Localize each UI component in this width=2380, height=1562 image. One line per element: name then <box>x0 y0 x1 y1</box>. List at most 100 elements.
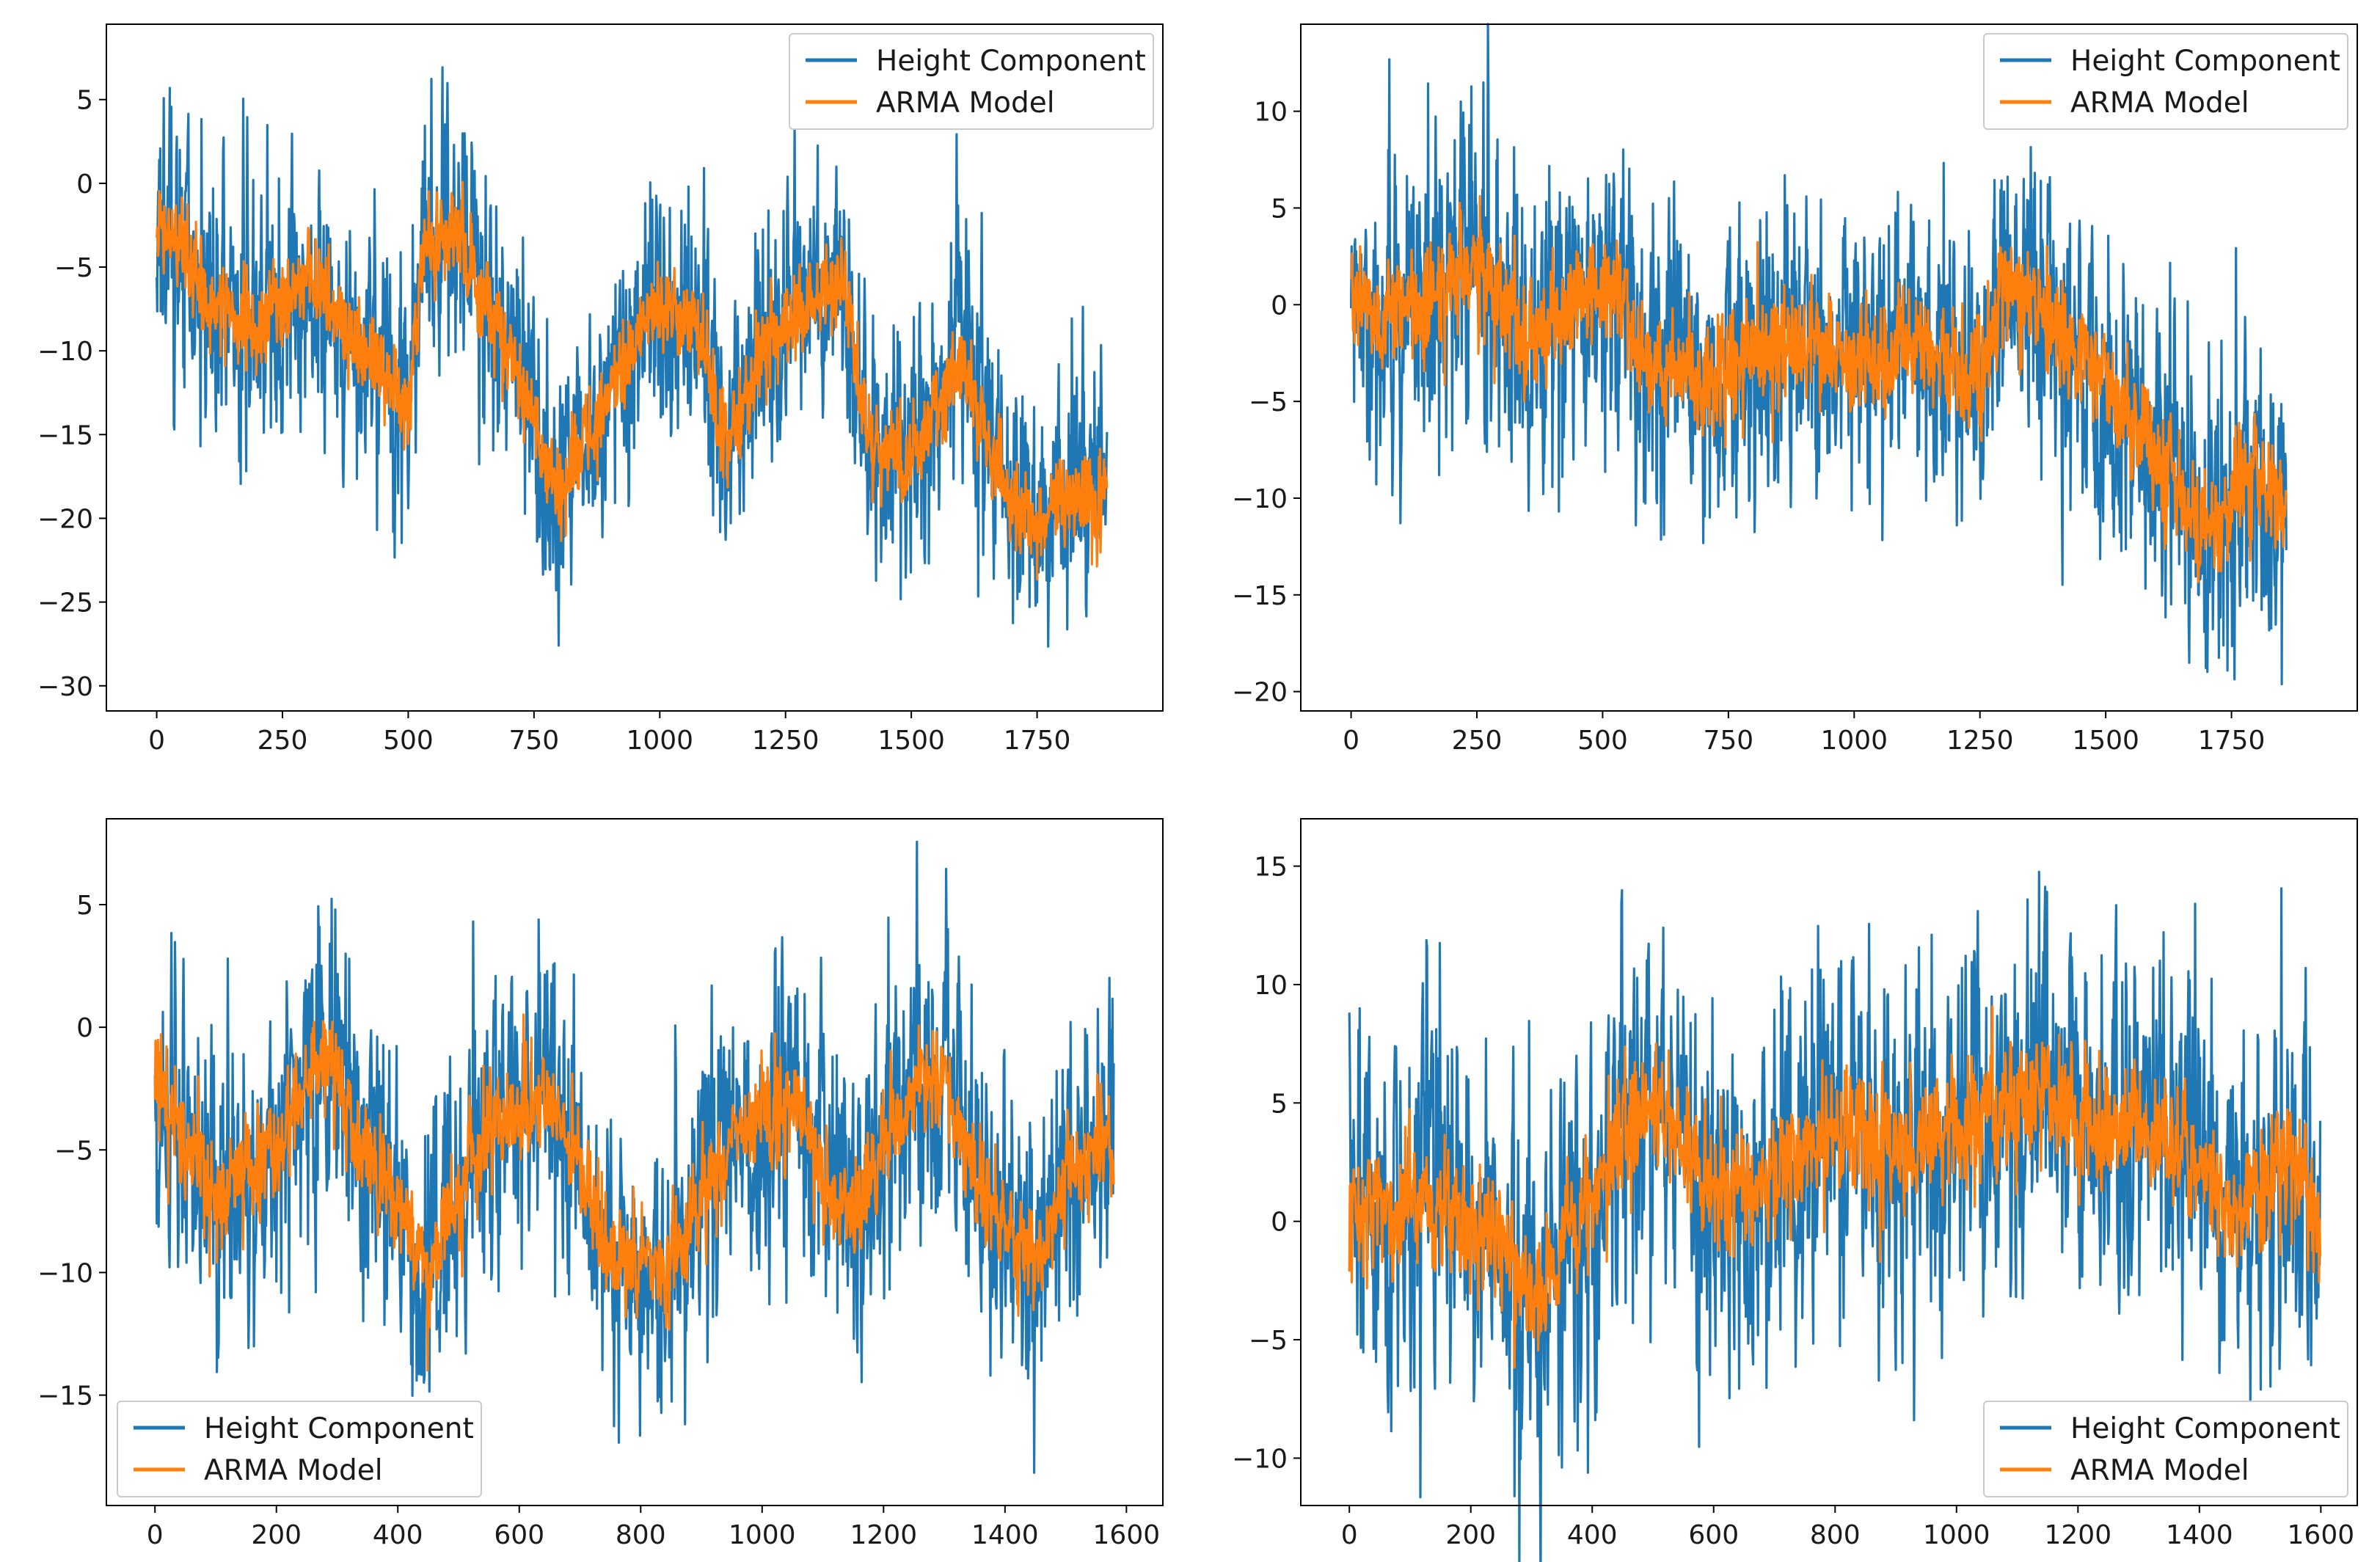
x-tick-label: 0 <box>1343 726 1359 756</box>
x-tick-label: 1400 <box>971 1520 1039 1550</box>
x-tick-label: 800 <box>616 1520 666 1550</box>
x-tick-label: 250 <box>1452 726 1503 756</box>
legend: Height Component ARMA Model <box>1983 1401 2348 1497</box>
legend-arma-label: ARMA Model <box>204 1454 383 1487</box>
arma-model-line <box>1348 1005 2322 1369</box>
x-axis-ticks: 0 200 400 600 800 1000 1200 1400 1600 <box>1341 1506 2354 1550</box>
x-tick-label: 1500 <box>2072 726 2139 756</box>
subplot-bottom-right: 0 200 400 600 800 1000 1200 1400 1600 15 10 5 0 −5 −1… <box>1232 818 2358 1562</box>
arma-model-path <box>153 1013 1115 1372</box>
arma-model-line <box>153 1013 1115 1372</box>
axes-frame <box>1300 818 2358 1506</box>
y-tick-label: 0 <box>76 1013 93 1043</box>
x-tick-label: 1200 <box>850 1520 917 1550</box>
legend-box <box>1983 33 2348 130</box>
y-tick-label: 0 <box>1271 1208 1288 1238</box>
arma-model-line <box>1350 194 2288 583</box>
x-tick-label: 600 <box>494 1520 544 1550</box>
y-tick-label: −20 <box>37 504 93 534</box>
legend-height-label: Height Component <box>2070 45 2340 78</box>
y-tick-label: −5 <box>54 1136 93 1166</box>
x-tick-label: 400 <box>1567 1520 1618 1550</box>
x-axis-ticks: 0 250 500 750 1000 1250 1500 1750 <box>148 711 1070 756</box>
legend-arma-label: ARMA Model <box>876 87 1055 120</box>
x-tick-label: 250 <box>258 726 308 756</box>
x-tick-label: 0 <box>148 726 165 756</box>
legend-arma-label: ARMA Model <box>2070 1454 2249 1487</box>
y-tick-label: −5 <box>1249 1326 1288 1356</box>
x-axis-ticks: 0 250 500 750 1000 1250 1500 1750 <box>1343 711 2265 756</box>
x-tick-label: 400 <box>373 1520 423 1550</box>
y-axis-ticks: 15 10 5 0 −5 −10 <box>1232 853 1301 1474</box>
x-tick-label: 0 <box>1341 1520 1358 1550</box>
y-axis-ticks: 5 0 −5 −10 −15 <box>37 891 106 1412</box>
y-tick-label: −10 <box>1232 484 1288 514</box>
x-tick-label: 500 <box>383 726 434 756</box>
axes-frame <box>106 23 1164 712</box>
arma-model-path <box>1348 1005 2322 1369</box>
y-tick-label: 5 <box>1271 1089 1288 1119</box>
y-tick-label: −5 <box>54 253 93 283</box>
y-tick-label: 10 <box>1254 971 1288 1001</box>
x-tick-label: 1250 <box>1946 726 2014 756</box>
y-tick-label: 15 <box>1254 853 1288 883</box>
x-tick-label: 750 <box>1703 726 1753 756</box>
axes-frame <box>106 818 1164 1506</box>
subplot-top-right: 0 250 500 750 1000 1250 1500 1750 10 5 0 −5 −10 −15 −… <box>1232 23 2358 756</box>
legend-box <box>1983 1401 2348 1497</box>
y-axis-ticks: 5 0 −5 −10 −15 −20 −25 −30 <box>37 86 106 702</box>
y-tick-label: −10 <box>37 337 93 367</box>
axes-frame <box>1300 23 2358 712</box>
y-tick-label: −25 <box>37 588 93 618</box>
legend-height-label: Height Component <box>876 45 1146 78</box>
y-tick-label: 5 <box>76 891 93 921</box>
y-tick-label: −15 <box>37 420 93 450</box>
x-tick-label: 1600 <box>2288 1520 2355 1550</box>
x-tick-label: 600 <box>1688 1520 1739 1550</box>
x-tick-label: 1500 <box>877 726 945 756</box>
y-tick-label: −10 <box>1232 1444 1288 1474</box>
arma-model-path <box>156 180 1109 581</box>
x-tick-label: 200 <box>251 1520 302 1550</box>
x-tick-label: 1600 <box>1093 1520 1161 1550</box>
x-tick-label: 1400 <box>2166 1520 2233 1550</box>
y-tick-label: −20 <box>1232 678 1288 708</box>
x-axis-ticks: 0 200 400 600 800 1000 1200 1400 1600 <box>147 1506 1160 1550</box>
legend-box <box>117 1401 482 1497</box>
x-tick-label: 1250 <box>752 726 820 756</box>
legend: Height Component ARMA Model <box>1983 33 2348 130</box>
y-tick-label: 0 <box>76 169 93 200</box>
y-axis-ticks: 10 5 0 −5 −10 −15 −20 <box>1232 98 1301 708</box>
x-tick-label: 1750 <box>1004 726 1071 756</box>
x-tick-label: 1750 <box>2198 726 2266 756</box>
x-tick-label: 1000 <box>1820 726 1888 756</box>
y-tick-label: −15 <box>1232 581 1288 611</box>
x-tick-label: 200 <box>1445 1520 1496 1550</box>
y-tick-label: −5 <box>1249 387 1288 417</box>
y-tick-label: −30 <box>37 672 93 702</box>
x-tick-label: 500 <box>1577 726 1628 756</box>
legend: Height Component ARMA Model <box>789 33 1154 130</box>
x-tick-label: 1200 <box>2044 1520 2111 1550</box>
legend-height-label: Height Component <box>2070 1412 2340 1445</box>
y-tick-label: 5 <box>76 86 93 116</box>
subplot-bottom-left: 0 200 400 600 800 1000 1200 1400 1600 5 0 −5 −10 −15… <box>37 818 1164 1550</box>
x-tick-label: 750 <box>508 726 559 756</box>
legend-arma-label: ARMA Model <box>2070 87 2249 120</box>
legend-box <box>789 33 1154 130</box>
y-tick-label: 10 <box>1254 98 1288 128</box>
x-tick-label: 800 <box>1810 1520 1861 1550</box>
arma-model-line <box>156 180 1109 581</box>
legend: Height Component ARMA Model <box>117 1401 482 1497</box>
y-tick-label: −15 <box>37 1382 93 1412</box>
legend-height-label: Height Component <box>204 1412 474 1445</box>
x-tick-label: 1000 <box>1923 1520 1990 1550</box>
subplot-top-left: 0 250 500 750 1000 1250 1500 1750 5 0 −5 −10 −15 −20… <box>37 23 1164 756</box>
x-tick-label: 1000 <box>729 1520 796 1550</box>
y-tick-label: 0 <box>1271 291 1288 321</box>
y-tick-label: 5 <box>1271 194 1288 224</box>
x-tick-label: 0 <box>147 1520 164 1550</box>
arma-model-path <box>1350 194 2288 583</box>
y-tick-label: −10 <box>37 1258 93 1288</box>
